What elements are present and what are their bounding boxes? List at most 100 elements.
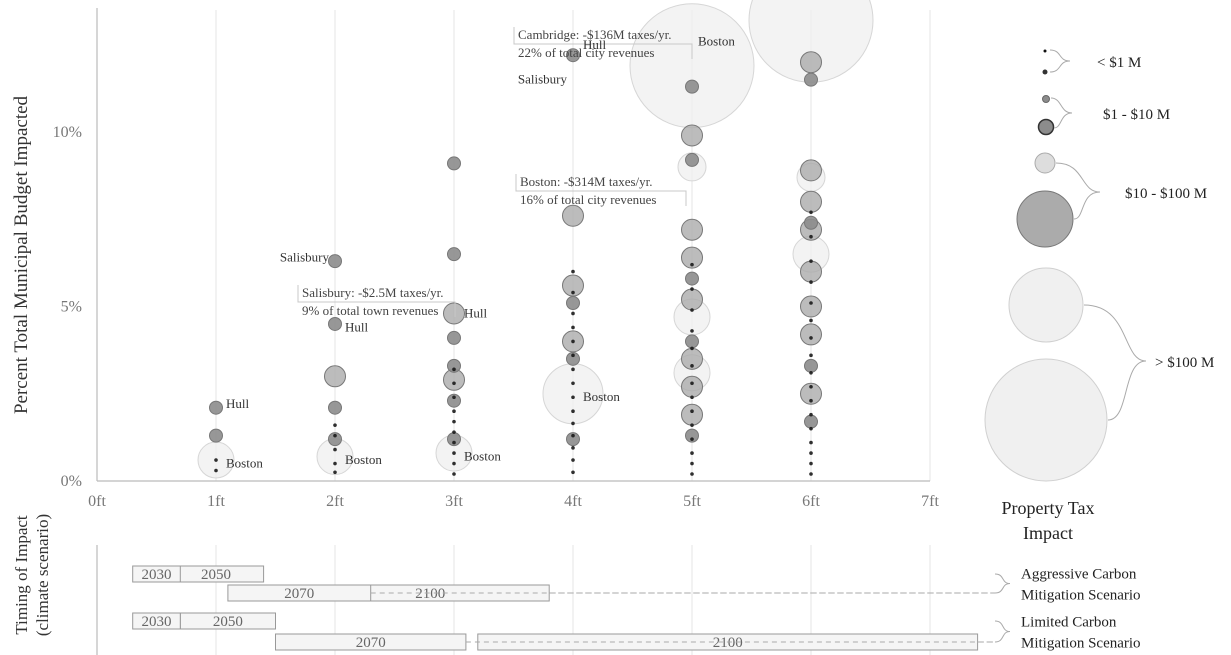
- annotations: Salisbury: -$2.5M taxes/yr. 9% of total t…: [297, 27, 693, 318]
- small-bubble: [809, 451, 813, 455]
- small-bubble: [571, 446, 575, 450]
- timing-bar: [132, 612, 181, 630]
- small-bubble: [333, 433, 337, 438]
- large-bubble: [681, 218, 703, 241]
- annotation-leader: [513, 27, 693, 59]
- large-bubble: [800, 295, 822, 318]
- timing-bar-label: 2050: [201, 567, 231, 583]
- timing-bar-label: 2050: [213, 614, 243, 630]
- point-label: Boston: [464, 449, 501, 464]
- legend-item-label: $1 - $10 M: [1103, 107, 1170, 123]
- small-bubble: [571, 367, 575, 372]
- small-bubble: [809, 280, 813, 284]
- small-bubble: [690, 395, 694, 400]
- small-bubble: [809, 398, 813, 403]
- timing-bar-label: 2030: [142, 567, 172, 583]
- timing-bar-label: 2100: [713, 635, 743, 651]
- large-bubble: [681, 124, 703, 147]
- small-bubble: [452, 440, 456, 445]
- legend-brace: [1083, 304, 1147, 421]
- medium-bubble: [685, 428, 699, 443]
- scenario-name-line1: Limited Carbon: [1021, 615, 1117, 631]
- small-bubble: [571, 353, 575, 358]
- point-label: Hull: [583, 37, 607, 52]
- legend-brace: [1055, 162, 1101, 220]
- small-bubble: [690, 461, 694, 466]
- annotation-leader: [297, 285, 456, 317]
- small-bubble: [571, 311, 575, 316]
- small-bubble: [214, 468, 218, 473]
- point-label: Hull: [345, 319, 369, 334]
- small-bubble: [452, 381, 456, 386]
- small-bubble: [690, 308, 694, 312]
- medium-bubble: [447, 156, 461, 171]
- medium-bubble: [328, 432, 342, 447]
- small-bubble: [809, 472, 813, 476]
- small-bubble: [690, 409, 694, 414]
- legend-item-label: > $100 M: [1155, 355, 1214, 371]
- medium-bubble: [566, 432, 580, 447]
- timing-brace: [994, 573, 1011, 594]
- small-bubble: [690, 381, 694, 386]
- legend-brace: [1050, 97, 1073, 129]
- timing-bar-label: 2070: [284, 586, 314, 602]
- medium-bubble: [804, 215, 818, 230]
- annotation-line1: Boston: -$314M taxes/yr.: [520, 174, 653, 189]
- y-tick-label: 10%: [53, 124, 82, 141]
- large-bubble: [681, 403, 703, 426]
- medium-bubble: [447, 247, 461, 262]
- annotation-line2: 16% of total city revenues: [520, 192, 656, 207]
- legend-bubble: [1008, 267, 1084, 343]
- large-bubble: [800, 323, 822, 346]
- y-axis-label: Percent Total Municipal Budget Impacted: [11, 95, 32, 414]
- timing-bar-label: 2030: [142, 614, 172, 630]
- medium-bubble: [804, 72, 818, 87]
- timing-label-line1: Timing of Impact: [12, 515, 31, 635]
- medium-bubble: [209, 428, 223, 443]
- x-tick-label: 7ft: [921, 493, 939, 510]
- small-bubble: [571, 339, 575, 344]
- small-bubble: [452, 451, 456, 455]
- x-tick-label: 6ft: [802, 493, 820, 510]
- annotation-line2: 22% of total city revenues: [518, 45, 654, 60]
- scenario-name-line2: Mitigation Scenario: [1021, 636, 1141, 652]
- legend-item-label: $10 - $100 M: [1125, 186, 1207, 202]
- medium-bubble: [447, 330, 461, 345]
- small-bubble: [809, 336, 813, 340]
- medium-bubble: [804, 358, 818, 373]
- small-bubble: [690, 472, 694, 476]
- medium-bubble: [685, 152, 699, 167]
- small-dots: [214, 210, 813, 476]
- small-bubble: [571, 381, 575, 386]
- small-bubble: [333, 447, 337, 452]
- medium-bubble: [328, 316, 342, 331]
- annotation-line2: 9% of total town revenues: [302, 303, 438, 318]
- legend-dot: [1042, 69, 1048, 75]
- small-bubble: [571, 325, 575, 330]
- medium-bubble: [447, 358, 461, 373]
- small-bubble: [809, 234, 813, 239]
- medium-bubbles: [209, 48, 818, 447]
- small-bubble: [452, 430, 456, 434]
- timing-bar-label: 2100: [415, 586, 445, 602]
- small-bubble: [571, 269, 575, 274]
- large-bubble: [562, 204, 584, 227]
- small-bubble: [690, 437, 694, 441]
- small-bubble: [333, 423, 337, 427]
- large-bubble: [681, 375, 703, 398]
- point-label: Boston: [226, 456, 263, 471]
- xlarge-bubble: [629, 3, 755, 129]
- small-bubble: [809, 426, 813, 431]
- y-tick-label: 0%: [61, 473, 82, 490]
- scenario-name-line1: Aggressive Carbon: [1021, 567, 1137, 583]
- large-bubble: [681, 246, 703, 269]
- x-tick-label: 1ft: [207, 493, 225, 510]
- medium-bubble: [566, 48, 580, 63]
- small-bubble: [571, 458, 575, 462]
- small-bubble: [809, 384, 813, 389]
- medium-bubble: [804, 414, 818, 429]
- point-label: Boston: [345, 452, 382, 467]
- medium-bubble: [328, 254, 342, 269]
- annotation-line1: Cambridge: -$136M taxes/yr.: [518, 27, 671, 42]
